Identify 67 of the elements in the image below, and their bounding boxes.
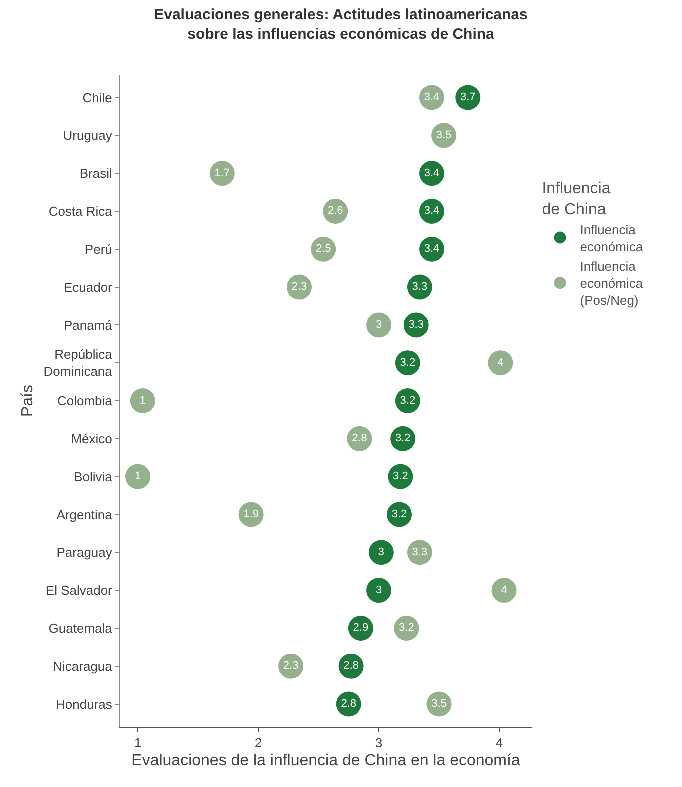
data-label: 1.9 xyxy=(244,508,259,520)
data-label: 3.2 xyxy=(400,356,416,369)
y-tick-label: México xyxy=(71,431,112,446)
data-label: 4 xyxy=(498,356,504,369)
data-label: 2.9 xyxy=(353,622,369,634)
y-tick-label: El Salvador xyxy=(46,583,114,598)
point xyxy=(366,312,392,338)
data-label: 3.2 xyxy=(399,622,414,634)
data-label: 3.5 xyxy=(432,698,447,710)
y-tick-label: Panamá xyxy=(64,318,114,333)
legend-label: Influencia económica (Pos/Neg) xyxy=(580,259,644,308)
data-label: 2.6 xyxy=(328,205,344,218)
point xyxy=(366,578,392,604)
y-tick-label: Chile xyxy=(82,90,112,106)
y-tick-label: Brasil xyxy=(80,166,113,182)
data-label: 3.2 xyxy=(400,394,416,407)
y-axis-title: País xyxy=(20,384,37,418)
data-label: 3 xyxy=(376,318,382,331)
chart-title: Evaluaciones generales: Actitudes latinoamericanas sobre las influencias económicas de China xyxy=(154,6,528,44)
data-label: 3.2 xyxy=(392,508,408,520)
data-label: 2.3 xyxy=(292,281,308,294)
legend-title: Influencia de China xyxy=(542,180,611,218)
y-tick-label: Guatemala xyxy=(48,620,114,636)
data-label: 4 xyxy=(501,584,508,596)
y-tick-label: Uruguay xyxy=(63,128,113,144)
data-label: 3.3 xyxy=(408,318,424,331)
data-label: 3.7 xyxy=(460,91,476,104)
x-tick-label: 3 xyxy=(375,736,383,751)
data-label: 3.3 xyxy=(412,546,428,558)
data-label: 3.3 xyxy=(412,281,428,294)
data-label: 2.8 xyxy=(352,432,368,445)
data-label: 2.3 xyxy=(283,660,299,672)
data-label: 3.4 xyxy=(424,205,440,218)
point xyxy=(368,540,394,566)
data-label: 2.8 xyxy=(344,660,359,672)
y-tick-label: Argentina xyxy=(56,507,114,522)
data-label: 3 xyxy=(378,546,384,558)
y-tick-label: Honduras xyxy=(56,696,113,712)
data-label: 2.8 xyxy=(341,698,357,710)
data-label: 3.2 xyxy=(393,470,408,483)
data-label: 1 xyxy=(140,394,146,407)
data-label: 1 xyxy=(135,470,142,483)
x-tick-label: 1 xyxy=(134,736,142,751)
data-label: 3 xyxy=(376,584,382,596)
x-tick-label: 2 xyxy=(254,736,262,751)
y-tick-label: República Dominicana xyxy=(44,347,114,380)
point xyxy=(130,388,156,414)
y-tick-label: Paraguay xyxy=(56,545,113,560)
data-label: 1.7 xyxy=(214,167,230,180)
data-label: 3.5 xyxy=(436,129,452,142)
y-tick-label: Perú xyxy=(84,242,112,257)
x-tick-label: 4 xyxy=(496,736,504,751)
point xyxy=(492,578,517,604)
legend-label: Influencia económica xyxy=(580,222,644,254)
y-tick-label: Ecuador xyxy=(64,280,114,295)
point xyxy=(126,464,151,490)
y-tick-label: Costa Rica xyxy=(48,204,114,220)
data-label: 3.4 xyxy=(424,91,440,104)
point xyxy=(488,350,514,376)
x-axis-title: Evaluaciones de la influencia de China en la economía xyxy=(132,752,520,770)
y-tick-label: Bolivia xyxy=(74,469,114,484)
data-label: 3.4 xyxy=(424,243,440,256)
data-label: 2.5 xyxy=(316,243,332,256)
data-label: 3.4 xyxy=(424,167,440,180)
y-tick-label: Nicaragua xyxy=(53,658,114,674)
y-tick-label: Colombia xyxy=(57,394,114,409)
data-label: 3.2 xyxy=(395,432,411,445)
